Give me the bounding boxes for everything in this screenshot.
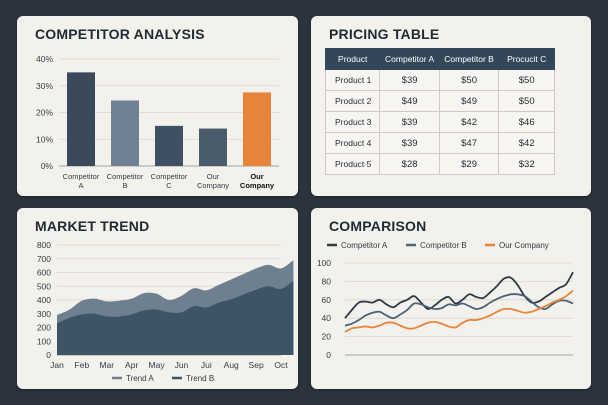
- competitor-analysis-title: COMPETITOR ANALYSIS: [35, 26, 205, 42]
- x-category-label: Our: [250, 172, 263, 181]
- y-tick-label: 0%: [41, 161, 54, 171]
- competitor-analysis-card: COMPETITOR ANALYSIS 0% 10% 20% 30% 40% Compet…: [17, 16, 298, 196]
- market-trend-chart: 0 100 200 300 400 500 600 700 800 Jan Feb Mar Apr May…: [37, 240, 294, 383]
- y-tick-label: 100: [317, 258, 331, 268]
- market-trend-title: MARKET TREND: [35, 218, 150, 234]
- column-header: Competitor A: [379, 48, 440, 70]
- y-tick-label: 60: [322, 295, 332, 305]
- legend-label: Trend B: [186, 374, 214, 383]
- price-cell: $29: [438, 153, 500, 175]
- price-cell: $47: [438, 132, 500, 154]
- legend-label: Trend A: [126, 374, 154, 383]
- competitor-analysis-chart: 0%10%20%30%40%CompetitorACompetitorBComp…: [36, 54, 279, 190]
- product-cell: Product 4: [324, 132, 381, 154]
- y-tick-label: 20: [322, 332, 332, 342]
- pricing-table-card: PRICING TABLE Product Competitor A Compe…: [311, 16, 591, 196]
- table-row: Product 4 $39 $47 $42: [324, 132, 591, 154]
- price-cell: $50: [498, 90, 556, 112]
- legend-label: Competitor A: [341, 241, 388, 250]
- price-cell: $42: [438, 111, 500, 133]
- y-tick-label: 800: [37, 240, 51, 250]
- legend-label: Competitor B: [420, 241, 467, 250]
- x-category-label: C: [166, 181, 172, 190]
- x-category-label: Company: [197, 181, 229, 190]
- line-series: [344, 289, 574, 333]
- price-cell: $50: [498, 69, 556, 91]
- x-tick-label: Apr: [125, 360, 138, 370]
- y-tick-label: 400: [37, 295, 51, 305]
- comparison-chart: 0 20 40 60 80 100 Competitor A Competitor B Our …: [317, 241, 574, 360]
- table-header-row: Product Competitor A Competitor B Procuc…: [324, 48, 591, 70]
- product-cell: Product 3: [324, 111, 381, 133]
- comparison-title: COMPARISON: [329, 218, 427, 234]
- y-tick-label: 10%: [36, 134, 53, 144]
- price-cell: $32: [498, 153, 556, 175]
- y-tick-label: 500: [37, 281, 51, 291]
- comparison-card: COMPARISON 0 20 40 60 80 100 Competitor A Compe…: [311, 208, 591, 389]
- column-header: Competitor B: [438, 48, 500, 70]
- x-category-label: A: [78, 181, 83, 190]
- x-category-label: Competitor: [107, 172, 144, 181]
- column-header: Procucit C: [498, 48, 556, 70]
- price-cell: $28: [379, 153, 440, 175]
- y-tick-label: 40%: [36, 54, 53, 64]
- x-tick-label: May: [149, 360, 166, 370]
- area-series: [57, 280, 294, 355]
- pricing-table-title: PRICING TABLE: [329, 26, 440, 42]
- pricing-table: Product Competitor A Competitor B Procuc…: [324, 48, 591, 175]
- x-category-label: Company: [240, 181, 275, 190]
- bar: [111, 100, 139, 166]
- y-tick-label: 600: [37, 268, 51, 278]
- product-cell: Product 1: [324, 69, 381, 91]
- y-tick-label: 40: [322, 313, 332, 323]
- x-tick-label: Jan: [50, 360, 64, 370]
- product-cell: Product 2: [324, 90, 381, 112]
- bar: [67, 72, 95, 166]
- price-cell: $49: [438, 90, 500, 112]
- column-header: Product: [324, 48, 381, 70]
- line-series: [344, 293, 574, 327]
- x-tick-label: Aug: [224, 360, 239, 370]
- y-tick-label: 0: [46, 350, 51, 360]
- y-tick-label: 20%: [36, 108, 53, 118]
- legend-label: Our Company: [499, 241, 549, 250]
- price-cell: $46: [498, 111, 556, 133]
- y-tick-label: 0: [326, 350, 331, 360]
- y-tick-label: 300: [37, 309, 51, 319]
- y-tick-label: 100: [37, 336, 51, 346]
- price-cell: $42: [498, 132, 556, 154]
- price-cell: $50: [438, 69, 500, 91]
- x-tick-label: Feb: [75, 360, 90, 370]
- product-cell: Product 5: [324, 153, 381, 175]
- table-row: Product 2 $49 $49 $50: [324, 90, 591, 112]
- price-cell: $39: [379, 132, 440, 154]
- x-category-label: Competitor: [151, 172, 188, 181]
- y-tick-label: 200: [37, 323, 51, 333]
- x-tick-label: Sep: [249, 360, 264, 370]
- x-category-label: Our: [207, 172, 220, 181]
- line-series: [344, 271, 574, 319]
- y-tick-label: 80: [322, 276, 332, 286]
- x-category-label: Competitor: [63, 172, 100, 181]
- table-row: Product 3 $39 $42 $46: [324, 111, 591, 133]
- x-category-label: B: [122, 181, 127, 190]
- x-tick-label: Oct: [274, 360, 288, 370]
- x-tick-label: Jun: [175, 360, 189, 370]
- y-tick-label: 700: [37, 254, 51, 264]
- market-trend-card: MARKET TREND 0 100 200 300 400 500 600 700 800 Ja…: [17, 208, 298, 389]
- price-cell: $39: [379, 69, 440, 91]
- bar: [243, 92, 271, 166]
- table-row: Product 1 $39 $50 $50: [324, 69, 591, 91]
- x-tick-label: Mar: [99, 360, 114, 370]
- table-row: Product 5 $28 $29 $32: [324, 153, 591, 175]
- price-cell: $49: [379, 90, 440, 112]
- x-tick-label: Jui: [201, 360, 212, 370]
- price-cell: $39: [379, 111, 440, 133]
- bar: [155, 125, 183, 166]
- y-tick-label: 30%: [36, 81, 53, 91]
- bar: [199, 128, 227, 166]
